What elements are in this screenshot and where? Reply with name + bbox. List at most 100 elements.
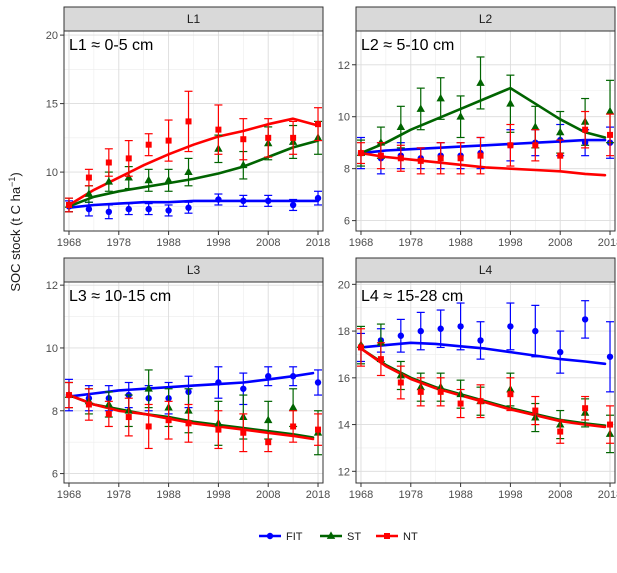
data-point-fit [125, 205, 132, 213]
x-tick-label: 1998 [498, 489, 522, 501]
data-point-fit [240, 385, 247, 392]
data-point-nt [417, 157, 424, 164]
legend-item-fit: FIT [259, 531, 303, 543]
x-tick-label: 2018 [598, 237, 617, 249]
depth-annotation: L1 ≈ 0-5 cm [69, 37, 153, 54]
x-tick-label: 1978 [107, 237, 131, 249]
data-point-st [84, 189, 94, 197]
data-point-fit [507, 323, 514, 330]
y-tick-label: 16 [338, 373, 350, 385]
depth-annotation: L3 ≈ 10-15 cm [69, 288, 171, 305]
data-point-nt [240, 429, 247, 436]
data-point-nt [477, 152, 484, 159]
panel-l2: L2 1968 1978 1988 1998 2008 2018 6 8 10 12 L2 ≈ 5-1… [338, 6, 617, 249]
y-tick-label: 18 [338, 326, 350, 338]
observations-nt [356, 328, 615, 444]
y-tick-label: 6 [52, 469, 58, 481]
y-tick-label: 6 [344, 216, 350, 228]
y-tick-label: 15 [46, 99, 58, 111]
panel-border [63, 30, 324, 232]
data-point-nt [165, 417, 172, 424]
data-point-nt [215, 126, 222, 133]
data-point-nt [607, 131, 614, 138]
data-point-st [239, 160, 248, 169]
y-tick-label: 20 [46, 30, 58, 42]
observations-nt [64, 381, 323, 453]
data-point-st [396, 122, 406, 131]
data-point-fit [289, 373, 297, 380]
model-line-fit [359, 138, 607, 155]
data-point-st [264, 415, 273, 424]
data-point-nt [397, 155, 404, 162]
x-tick-label: 1998 [206, 489, 230, 501]
data-point-st [605, 106, 615, 115]
data-point-st [144, 384, 153, 392]
y-axis-label-main: SOC stock (t C ha [8, 186, 23, 292]
data-point-nt [165, 137, 172, 144]
data-point-fit [437, 325, 444, 332]
data-point-fit [265, 373, 272, 380]
panel-border [63, 281, 324, 484]
x-tick-label: 1978 [107, 489, 131, 501]
legend-label: ST [347, 531, 361, 543]
data-point-nt [145, 141, 152, 148]
x-tick-label: 2008 [548, 489, 572, 501]
data-point-st [416, 104, 425, 112]
data-point-fit [606, 353, 614, 360]
legend-key-marker [384, 533, 390, 539]
data-point-nt [437, 388, 444, 395]
x-tick-label: 1998 [206, 237, 230, 249]
data-point-nt [85, 401, 92, 408]
data-point-fit [165, 207, 172, 214]
data-point-nt [457, 155, 464, 162]
panel-border [355, 281, 616, 484]
data-point-st [184, 167, 193, 175]
x-tick-label: 1998 [498, 237, 522, 249]
x-tick-label: 1988 [448, 237, 472, 249]
data-point-fit [215, 379, 222, 386]
y-tick-label: 10 [46, 343, 58, 355]
x-tick-label: 1968 [57, 489, 81, 501]
data-point-nt [105, 159, 112, 166]
y-tick-label: 14 [338, 420, 350, 432]
x-tick-label: 1968 [349, 489, 373, 501]
data-point-nt [315, 121, 322, 128]
data-point-fit [240, 197, 247, 205]
y-tick-label: 10 [46, 167, 58, 179]
data-point-st [376, 138, 386, 146]
data-point-fit [557, 348, 564, 356]
data-point-fit [477, 337, 484, 344]
data-point-nt [357, 344, 364, 351]
legend-item-st: ST [320, 531, 361, 543]
x-tick-label: 1978 [399, 489, 423, 501]
panel-l1: L1 1968 1978 1988 1998 2008 2018 10 15 20 L1 ≈ 0-5… [46, 6, 330, 249]
data-point-nt [85, 174, 92, 181]
data-point-nt [457, 400, 464, 407]
data-point-nt [607, 421, 614, 428]
y-tick-label: 12 [46, 280, 58, 292]
data-point-nt [377, 152, 384, 159]
depth-annotation: L4 ≈ 15-28 cm [361, 288, 463, 305]
x-tick-label: 2018 [306, 489, 330, 501]
panel-border [355, 30, 616, 232]
data-point-st [164, 175, 173, 184]
y-axis-label: SOC stock (t C ha−1) [7, 172, 23, 291]
data-point-fit [581, 316, 589, 323]
data-point-nt [557, 152, 564, 159]
data-point-fit [145, 205, 152, 213]
legend-item-nt: NT [376, 531, 418, 543]
model-line-fit [67, 199, 320, 209]
depth-annotation: L2 ≈ 5-10 cm [361, 37, 454, 54]
gridlines [64, 282, 323, 483]
data-point-st [376, 338, 386, 346]
data-point-fit [532, 327, 539, 335]
data-point-nt [507, 142, 514, 149]
model-line-st [67, 139, 320, 208]
legend-key-marker [326, 531, 336, 539]
data-point-nt [532, 142, 539, 149]
data-point-fit [105, 208, 113, 216]
data-point-nt [417, 388, 424, 395]
data-point-nt [532, 407, 539, 414]
y-tick-label: 8 [52, 406, 58, 418]
